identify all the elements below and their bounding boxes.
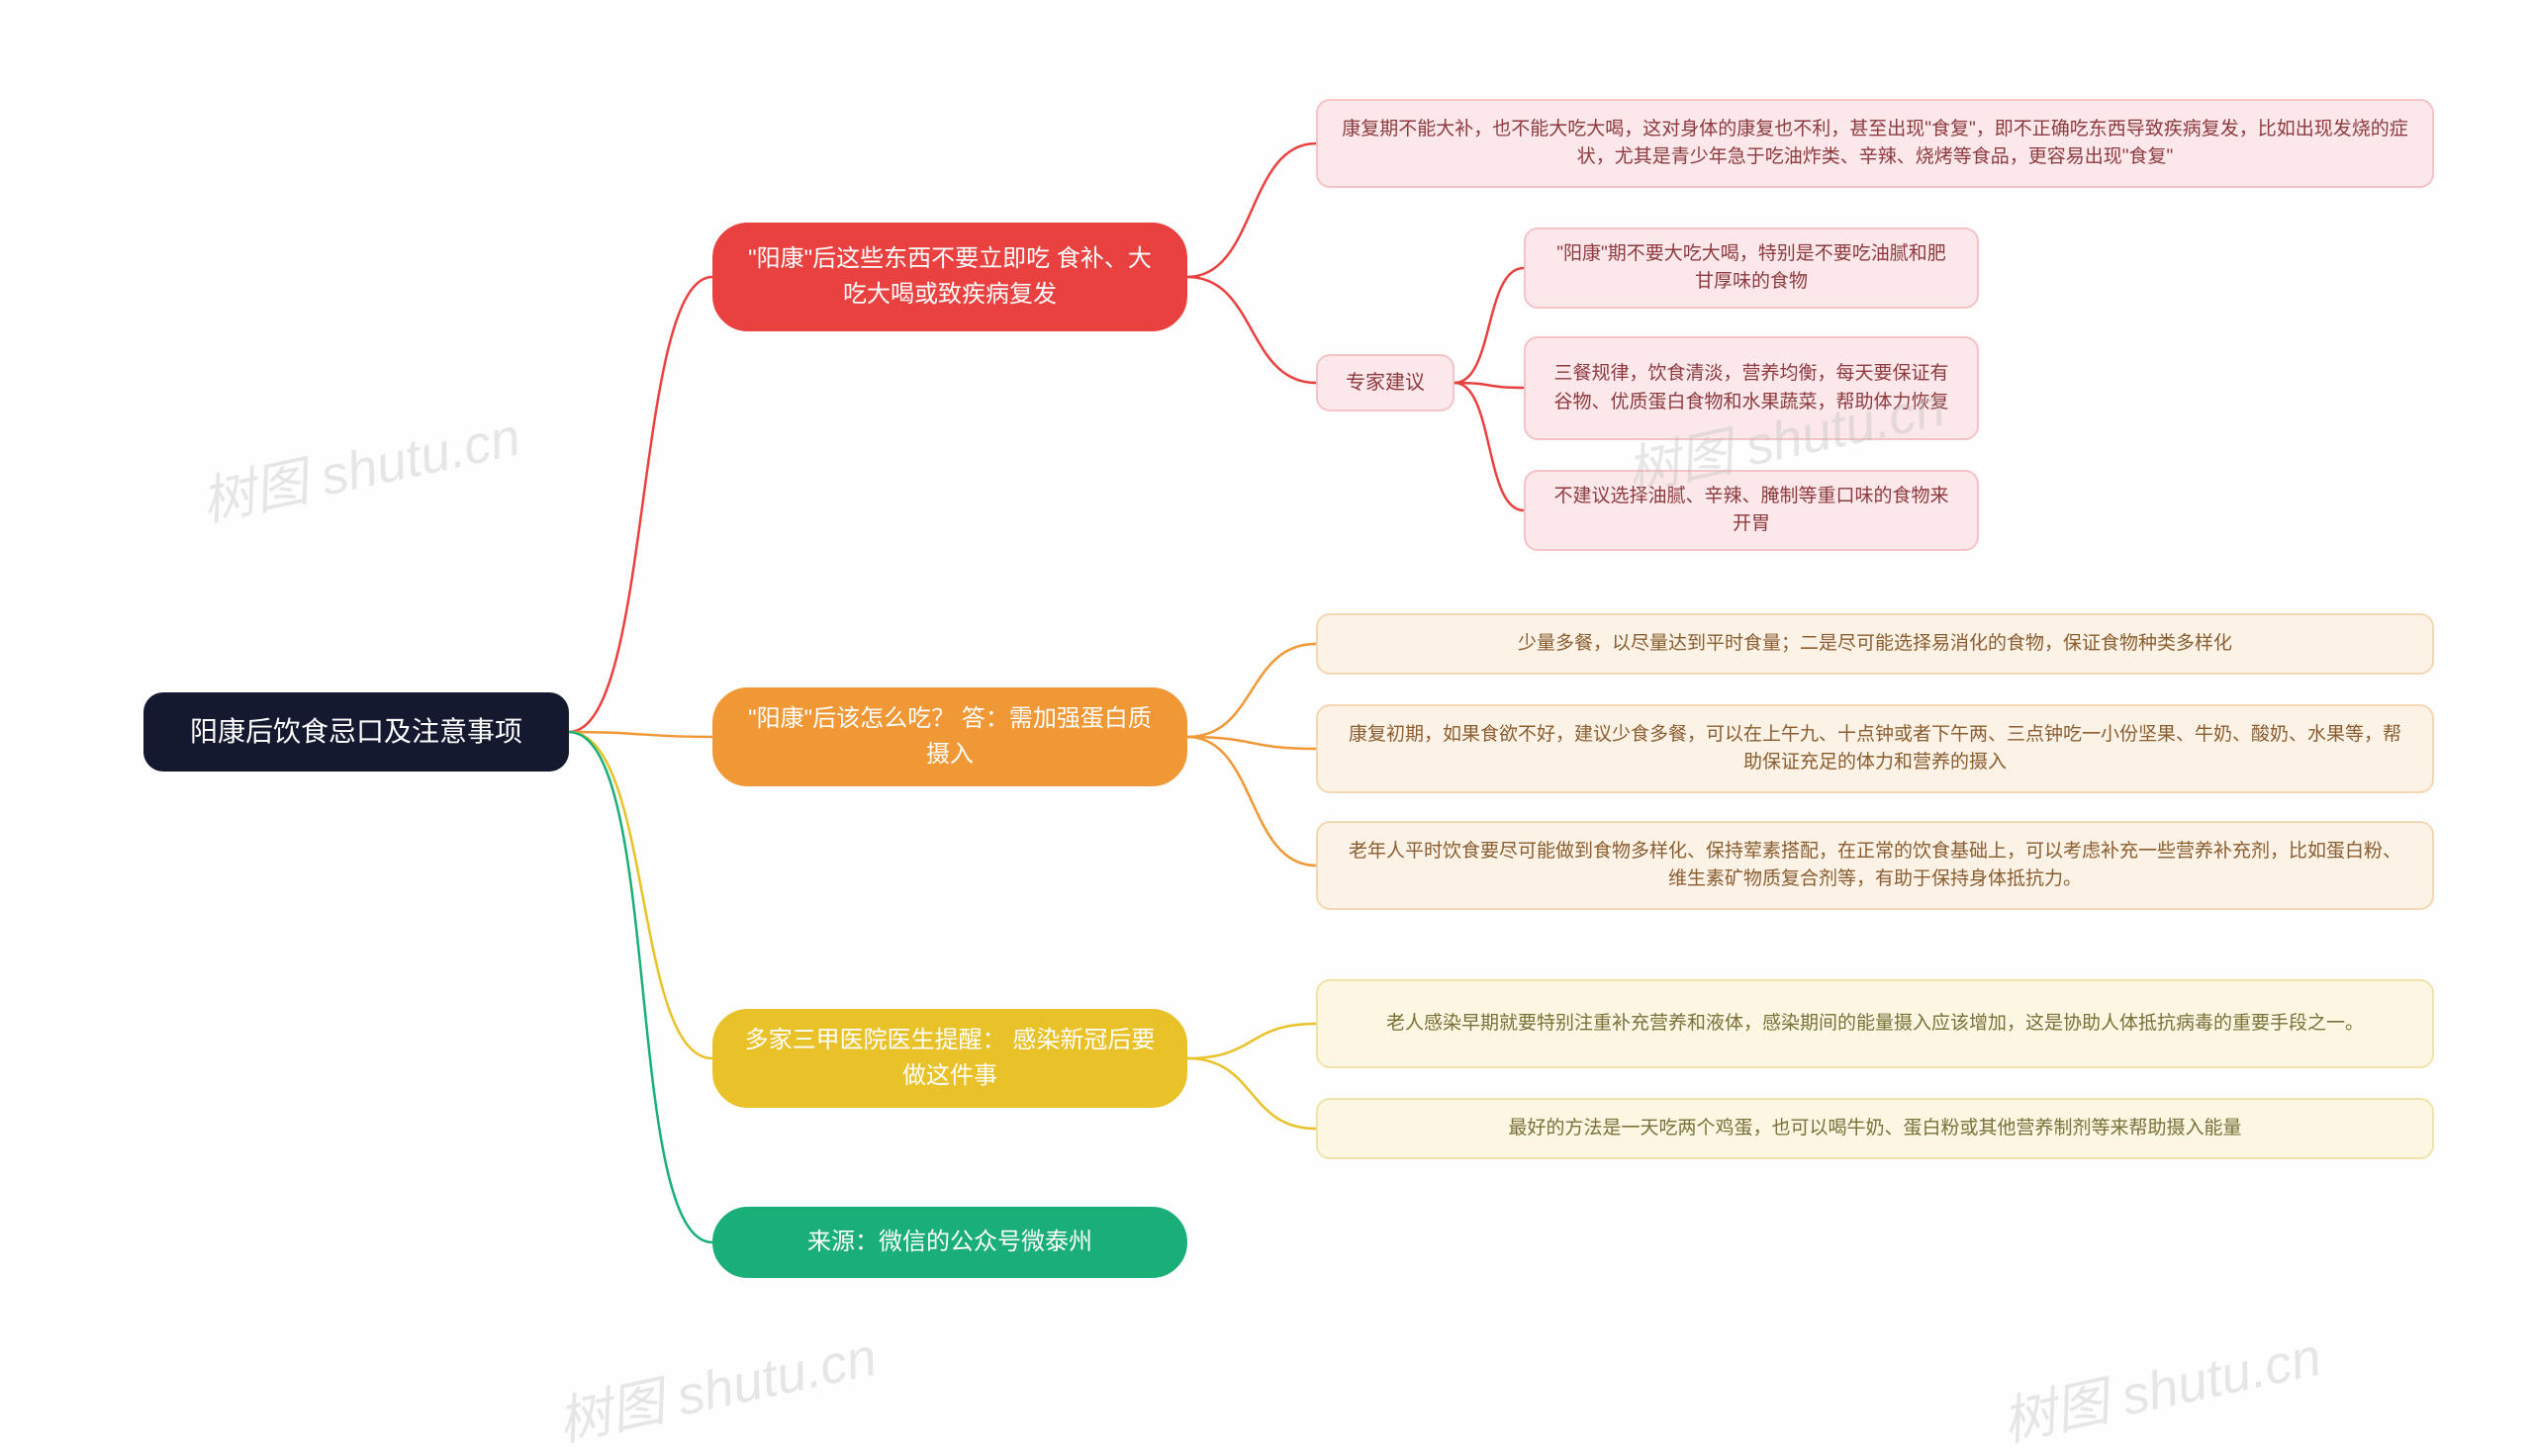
leaf-node[interactable]: 最好的方法是一天吃两个鸡蛋，也可以喝牛奶、蛋白粉或其他营养制剂等来帮助摄入能量 <box>1316 1098 2434 1159</box>
branch-label: 来源：微信的公众号微泰州 <box>807 1225 1092 1260</box>
branch-node-4[interactable]: 来源：微信的公众号微泰州 <box>712 1207 1187 1278</box>
leaf-node[interactable]: "阳康"期不要大吃大喝，特别是不要吃油腻和肥甘厚味的食物 <box>1524 228 1979 309</box>
leaf-node[interactable]: 康复初期，如果食欲不好，建议少食多餐，可以在上午九、十点钟或者下午两、三点钟吃一… <box>1316 704 2434 793</box>
leaf-text: 康复初期，如果食欲不好，建议少食多餐，可以在上午九、十点钟或者下午两、三点钟吃一… <box>1340 721 2410 777</box>
branch-label: 多家三甲医院医生提醒： 感染新冠后要做这件事 <box>742 1023 1158 1094</box>
leaf-node[interactable]: 老年人平时饮食要尽可能做到食物多样化、保持荤素搭配，在正常的饮食基础上，可以考虑… <box>1316 821 2434 910</box>
leaf-node[interactable]: 老人感染早期就要特别注重补充营养和液体，感染期间的能量摄入应该增加，这是协助人体… <box>1316 979 2434 1068</box>
leaf-node[interactable]: 少量多餐，以尽量达到平时食量；二是尽可能选择易消化的食物，保证食物种类多样化 <box>1316 613 2434 675</box>
branch-node-1[interactable]: "阳康"后这些东西不要立即吃 食补、大吃大喝或致疾病复发 <box>712 223 1187 331</box>
leaf-text: 三餐规律，饮食清淡，营养均衡，每天要保证有谷物、优质蛋白食物和水果蔬菜，帮助体力… <box>1548 360 1955 416</box>
watermark: 树图 shutu.cn <box>1994 1313 2326 1456</box>
leaf-text: 老人感染早期就要特别注重补充营养和液体，感染期间的能量摄入应该增加，这是协助人体… <box>1386 1010 2364 1039</box>
leaf-node[interactable]: 不建议选择油腻、辛辣、腌制等重口味的食物来开胃 <box>1524 470 1979 551</box>
sub-label: 专家建议 <box>1346 368 1425 398</box>
branch-label: "阳康"后这些东西不要立即吃 食补、大吃大喝或致疾病复发 <box>742 241 1158 313</box>
root-label: 阳康后饮食忌口及注意事项 <box>190 711 522 753</box>
root-node[interactable]: 阳康后饮食忌口及注意事项 <box>143 692 569 772</box>
leaf-text: 老年人平时饮食要尽可能做到食物多样化、保持荤素搭配，在正常的饮食基础上，可以考虑… <box>1340 838 2410 894</box>
leaf-node[interactable]: 康复期不能大补，也不能大吃大喝，这对身体的康复也不利，甚至出现"食复"，即不正确… <box>1316 99 2434 188</box>
leaf-text: 最好的方法是一天吃两个鸡蛋，也可以喝牛奶、蛋白粉或其他营养制剂等来帮助摄入能量 <box>1508 1115 2241 1143</box>
leaf-text: 不建议选择油腻、辛辣、腌制等重口味的食物来开胃 <box>1548 483 1955 539</box>
watermark: 树图 shutu.cn <box>549 1313 882 1456</box>
watermark: 树图 shutu.cn <box>193 393 525 536</box>
sub-node-expert[interactable]: 专家建议 <box>1316 354 1454 411</box>
leaf-text: 少量多餐，以尽量达到平时食量；二是尽可能选择易消化的食物，保证食物种类多样化 <box>1518 630 2232 659</box>
branch-node-3[interactable]: 多家三甲医院医生提醒： 感染新冠后要做这件事 <box>712 1009 1187 1108</box>
leaf-text: 康复期不能大补，也不能大吃大喝，这对身体的康复也不利，甚至出现"食复"，即不正确… <box>1340 116 2410 172</box>
branch-node-2[interactable]: "阳康"后该怎么吃？ 答：需加强蛋白质摄入 <box>712 687 1187 786</box>
branch-label: "阳康"后该怎么吃？ 答：需加强蛋白质摄入 <box>742 701 1158 773</box>
leaf-node[interactable]: 三餐规律，饮食清淡，营养均衡，每天要保证有谷物、优质蛋白食物和水果蔬菜，帮助体力… <box>1524 336 1979 440</box>
leaf-text: "阳康"期不要大吃大喝，特别是不要吃油腻和肥甘厚味的食物 <box>1548 240 1955 297</box>
